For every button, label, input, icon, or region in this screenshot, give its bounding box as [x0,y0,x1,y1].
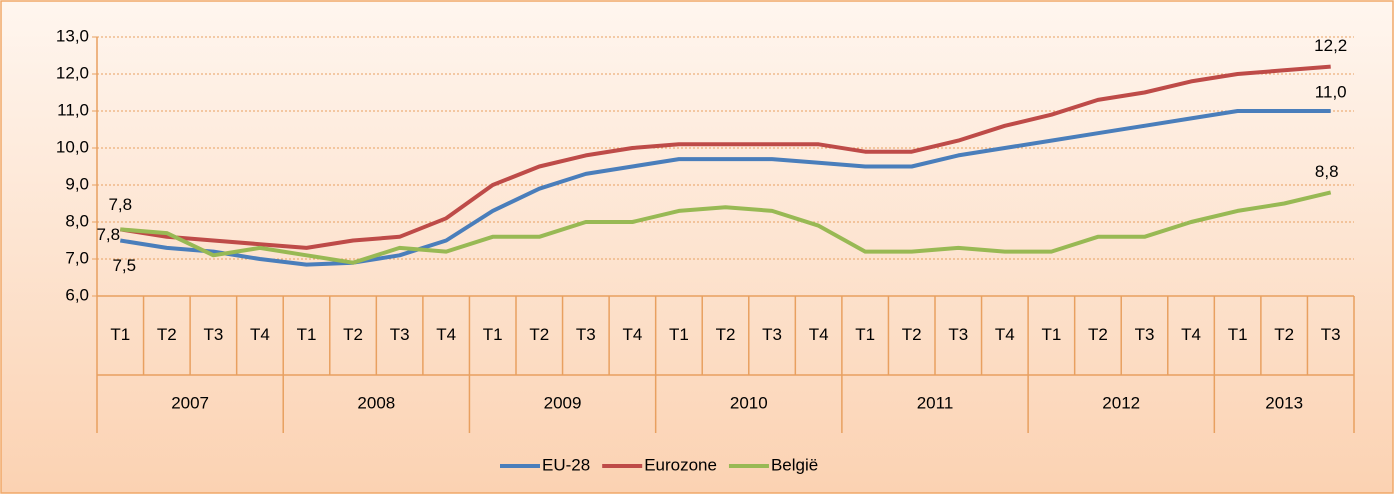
x-tick-label: T3 [762,325,782,344]
series-line [119,64,1331,250]
x-tick-label: T4 [995,325,1015,344]
year-label: 2013 [1265,393,1303,412]
data-label: 7,8 [108,195,132,214]
legend-label: Eurozone [644,455,717,474]
year-label: 2012 [1102,393,1140,412]
x-tick-label: T1 [855,325,875,344]
y-tick-label: 10,0 [56,137,89,156]
x-tick-label: T1 [669,325,689,344]
x-tick-label: T2 [1088,325,1108,344]
series-line [120,190,1332,265]
x-tick-label: T1 [1228,325,1248,344]
x-tick-label: T4 [622,325,642,344]
data-label: 8,8 [1315,162,1339,181]
x-tick-label: T3 [948,325,968,344]
legend-label: EU-28 [542,455,590,474]
y-tick-label: 11,0 [57,100,89,119]
year-label: 2011 [917,393,954,412]
x-tick-label: T2 [902,325,922,344]
y-tick-label: 9,0 [65,174,89,193]
x-tick-label: T1 [483,325,503,344]
x-tick-label: T4 [809,325,829,344]
data-label: 7,8 [96,225,120,244]
x-tick-label: T3 [576,325,596,344]
x-tick-label: T3 [1135,325,1155,344]
year-label: 2009 [544,393,582,412]
x-tick-label: T4 [436,325,456,344]
x-tick-label: T2 [529,325,549,344]
series-line [119,109,1331,267]
data-label: 12,2 [1314,36,1347,55]
data-label: 11,0 [1315,82,1347,101]
y-tick-label: 7,0 [65,248,89,267]
data-label: 7,5 [112,256,136,275]
y-tick-label: 8,0 [65,211,89,230]
year-label: 2007 [171,393,209,412]
x-tick-label: T2 [1274,325,1294,344]
x-tick-label: T1 [1041,325,1061,344]
x-tick-label: T3 [390,325,410,344]
legend-label: België [771,455,818,474]
x-tick-label: T2 [716,325,736,344]
x-tick-label: T3 [1321,325,1341,344]
y-tick-label: 6,0 [65,285,89,304]
x-tick-label: T3 [203,325,223,344]
x-tick-label: T1 [297,325,317,344]
x-tick-label: T2 [343,325,363,344]
x-tick-label: T2 [157,325,177,344]
x-tick-label: T4 [1181,325,1201,344]
y-tick-label: 13,0 [56,26,89,45]
y-tick-label: 12,0 [56,63,89,82]
year-label: 2010 [730,393,768,412]
year-label: 2008 [357,393,395,412]
x-tick-label: T1 [110,325,130,344]
x-tick-label: T4 [250,325,270,344]
